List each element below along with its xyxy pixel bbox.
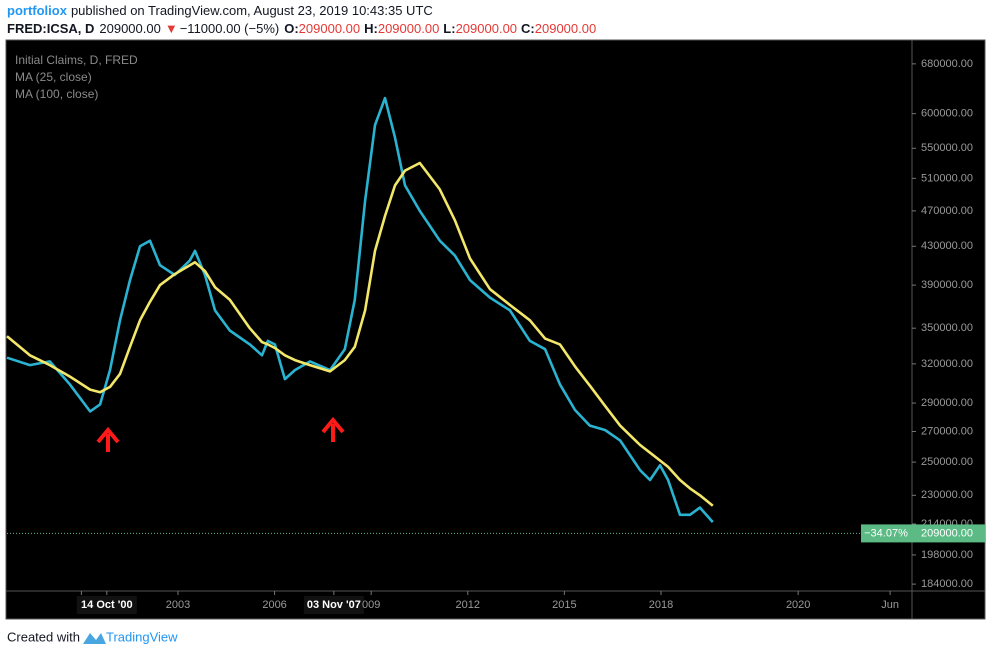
ma-line: [6, 96, 714, 523]
x-tick-highlight: [76, 596, 137, 614]
chart-title: Initial Claims, D, FRED: [15, 53, 138, 67]
x-tick-label: 03 Nov '07: [307, 599, 361, 611]
plot: [6, 96, 714, 523]
y-tick-label: 680000.00: [921, 58, 973, 70]
published: published on TradingView.com, August 23,…: [71, 3, 433, 18]
x-tick-label: 2003: [166, 599, 190, 611]
change: −11000.00 (−5%): [180, 21, 280, 36]
x-tick-label: 2006: [262, 599, 286, 611]
y-tick-label: 430000.00: [921, 240, 973, 252]
low: 209000.00: [456, 21, 517, 36]
y-tick-label: 290000.00: [921, 397, 973, 409]
x-tick-label: 009: [362, 599, 380, 611]
legend-entry: MA (100, close): [15, 87, 98, 101]
symbol: FRED:ICSA, D: [7, 21, 94, 36]
x-tick-label: 2018: [649, 599, 673, 611]
quote-line: FRED:ICSA, D 209000.00 ▼ −11000.00 (−5%) O:2…: [7, 21, 596, 36]
x-tick-label: 14 Oct '00: [81, 599, 133, 611]
y-tick-label: 350000.00: [921, 322, 973, 334]
y-tick-label: 320000.00: [921, 358, 973, 370]
y-tick-label: 250000.00: [921, 456, 973, 468]
logo: [83, 633, 106, 644]
y-tick-label: 390000.00: [921, 279, 973, 291]
x-tick-label: Jun: [881, 599, 899, 611]
open-label: O:: [284, 21, 298, 36]
x-tick-label: 2020: [786, 599, 810, 611]
low-label: L:: [443, 21, 455, 36]
y-tick-label: 550000.00: [921, 142, 973, 154]
footer-text: Created with: [7, 629, 80, 644]
high-label: H:: [364, 21, 378, 36]
change-label: −34.07%: [864, 527, 908, 539]
change-box: [861, 524, 912, 543]
y-tick-label: 184000.00: [921, 578, 973, 590]
x-tick-highlight: [303, 596, 364, 614]
y-tick-label: 230000.00: [921, 489, 973, 501]
y-tick-label: 510000.00: [921, 172, 973, 184]
close-label: C:: [521, 21, 535, 36]
ma-line: [6, 161, 714, 507]
author[interactable]: portfoliox: [7, 3, 68, 18]
annotation-arrow: [321, 416, 345, 442]
publish-line: portfoliox published on TradingView.com, …: [7, 3, 433, 18]
annotation-arrow: [96, 426, 120, 452]
close: 209000.00: [535, 21, 596, 36]
y-tick-label: 270000.00: [921, 425, 973, 437]
last: 209000.00: [99, 21, 160, 36]
open: 209000.00: [299, 21, 360, 36]
y-tick-label: 600000.00: [921, 108, 973, 120]
legend-entry: MA (25, close): [15, 70, 92, 84]
brand[interactable]: TradingView: [106, 629, 178, 644]
chart-background: [5, 39, 986, 620]
last-price-box: [912, 524, 985, 543]
down-arrow: ▼: [165, 21, 178, 36]
high: 209000.00: [378, 21, 439, 36]
y-tick-label: 198000.00: [921, 549, 973, 561]
x-tick-label: 2012: [456, 599, 480, 611]
last-price-label: 209000.00: [921, 527, 973, 539]
x-tick-label: 2015: [552, 599, 576, 611]
y-tick-label: 470000.00: [921, 205, 973, 217]
